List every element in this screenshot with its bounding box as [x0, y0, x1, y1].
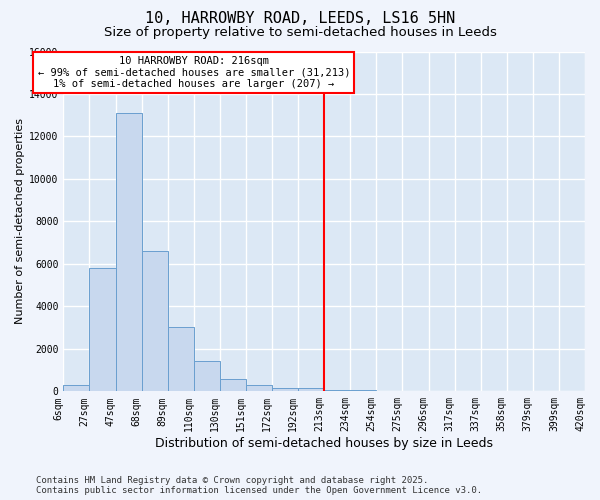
Bar — [324, 390, 350, 392]
Text: Contains HM Land Registry data © Crown copyright and database right 2025.
Contai: Contains HM Land Registry data © Crown c… — [36, 476, 482, 495]
Bar — [89, 268, 116, 392]
Bar — [194, 360, 220, 392]
Bar — [116, 113, 142, 392]
X-axis label: Distribution of semi-detached houses by size in Leeds: Distribution of semi-detached houses by … — [155, 437, 493, 450]
Bar — [246, 386, 272, 392]
Text: 10, HARROWBY ROAD, LEEDS, LS16 5HN: 10, HARROWBY ROAD, LEEDS, LS16 5HN — [145, 11, 455, 26]
Bar — [350, 390, 376, 392]
Bar — [64, 385, 89, 392]
Bar — [298, 388, 324, 392]
Bar — [272, 388, 298, 392]
Bar — [168, 326, 194, 392]
Text: Size of property relative to semi-detached houses in Leeds: Size of property relative to semi-detach… — [104, 26, 496, 39]
Y-axis label: Number of semi-detached properties: Number of semi-detached properties — [15, 118, 25, 324]
Bar — [376, 390, 403, 392]
Bar — [220, 378, 246, 392]
Text: 10 HARROWBY ROAD: 216sqm
← 99% of semi-detached houses are smaller (31,213)
1% o: 10 HARROWBY ROAD: 216sqm ← 99% of semi-d… — [38, 56, 350, 89]
Bar — [142, 251, 168, 392]
